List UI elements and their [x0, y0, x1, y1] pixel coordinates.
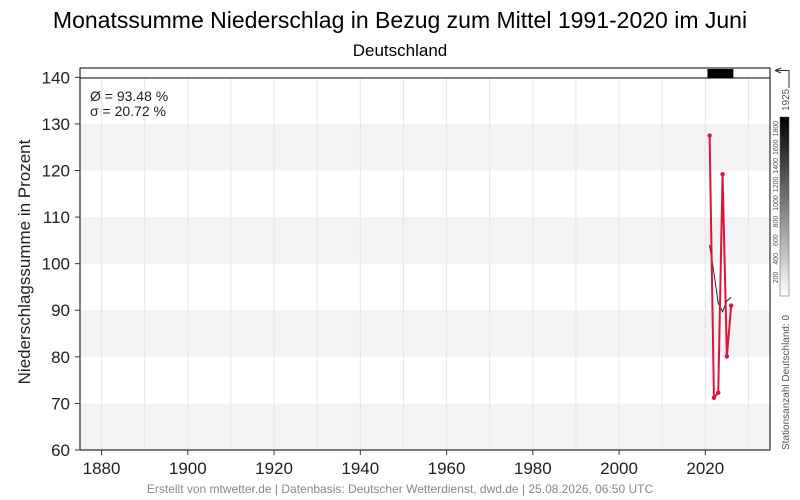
- series-line: [708, 135, 733, 399]
- precipitation-series: [707, 133, 734, 401]
- x-tick-label: 2020: [686, 459, 724, 478]
- plot-frame: [79, 67, 771, 451]
- colorbar-title: Stationsanzahl Deutschland: 0: [781, 314, 792, 450]
- colorbar-tick-label: 400: [773, 253, 780, 265]
- colorbar-tick-label: 1400: [773, 158, 780, 174]
- x-tick-label: 1900: [169, 459, 207, 478]
- y-tick-label: 80: [51, 348, 70, 367]
- grid-band: [80, 217, 770, 264]
- y-tick-label: 100: [42, 255, 70, 274]
- colorbar-tick-label: 1000: [773, 195, 780, 211]
- chart-subtitle: Deutschland: [353, 41, 448, 60]
- colorbar-max-label: 1925: [781, 88, 792, 111]
- y-tick-label: 110: [43, 208, 70, 227]
- vertical-gridlines: [101, 78, 749, 450]
- mean-label: Ø = 93.48 %: [90, 88, 168, 104]
- y-axis-label: Niederschlagssumme in Prozent: [15, 139, 34, 384]
- colorbar-tick-label: 200: [773, 271, 780, 283]
- y-tick-label: 90: [51, 301, 70, 320]
- data-point: [711, 395, 717, 401]
- data-point: [728, 303, 734, 308]
- colorbar-tick-label: 1200: [773, 177, 780, 193]
- x-tick-label: 1940: [341, 459, 379, 478]
- x-tick-label: 2000: [600, 459, 638, 478]
- colorbar-tick-label: 1600: [773, 139, 780, 155]
- x-tick-label: 1880: [83, 459, 121, 478]
- data-point: [716, 390, 721, 395]
- chart-title: Monatssumme Niederschlag in Bezug zum Mi…: [53, 7, 747, 33]
- x-tick-label: 1980: [514, 459, 552, 478]
- colorbar-tick-label: 1800: [773, 121, 780, 137]
- grid-band: [80, 123, 770, 171]
- colorbar-tick-label: 800: [773, 216, 780, 228]
- sigma-label: σ = 20.72 %: [90, 103, 166, 119]
- footer-credits: Erstellt von mtwetter.de | Datenbasis: D…: [147, 482, 654, 496]
- y-tick-label: 70: [51, 394, 70, 413]
- data-point: [720, 172, 725, 177]
- y-tick-label: 60: [51, 441, 70, 460]
- y-tick-label: 120: [42, 161, 70, 180]
- y-tick-label: 140: [42, 68, 70, 87]
- x-tick-label: 1920: [255, 459, 293, 478]
- colorbar-gradient: [779, 116, 790, 297]
- colorbar-arrow-icon: [774, 67, 790, 88]
- grid-band: [80, 403, 770, 450]
- data-point: [707, 133, 712, 138]
- station-colorbar: 200 400 600 800 1000 1200 1400 1600 1800 1925 St…: [773, 67, 792, 450]
- y-axis-ticks: 60 70 80 90 100 110 120 130 140: [42, 68, 80, 460]
- y-tick-label: 130: [42, 115, 70, 134]
- x-tick-label: 1960: [428, 459, 466, 478]
- grid-band: [80, 310, 770, 357]
- data-point: [724, 354, 730, 359]
- station-count-bar: [707, 69, 734, 78]
- x-axis-ticks: 1880 1900 1920 1940 1960 1980 2000 2020: [83, 450, 724, 478]
- plot-bands: [80, 123, 770, 450]
- colorbar-tick-label: 600: [773, 234, 780, 246]
